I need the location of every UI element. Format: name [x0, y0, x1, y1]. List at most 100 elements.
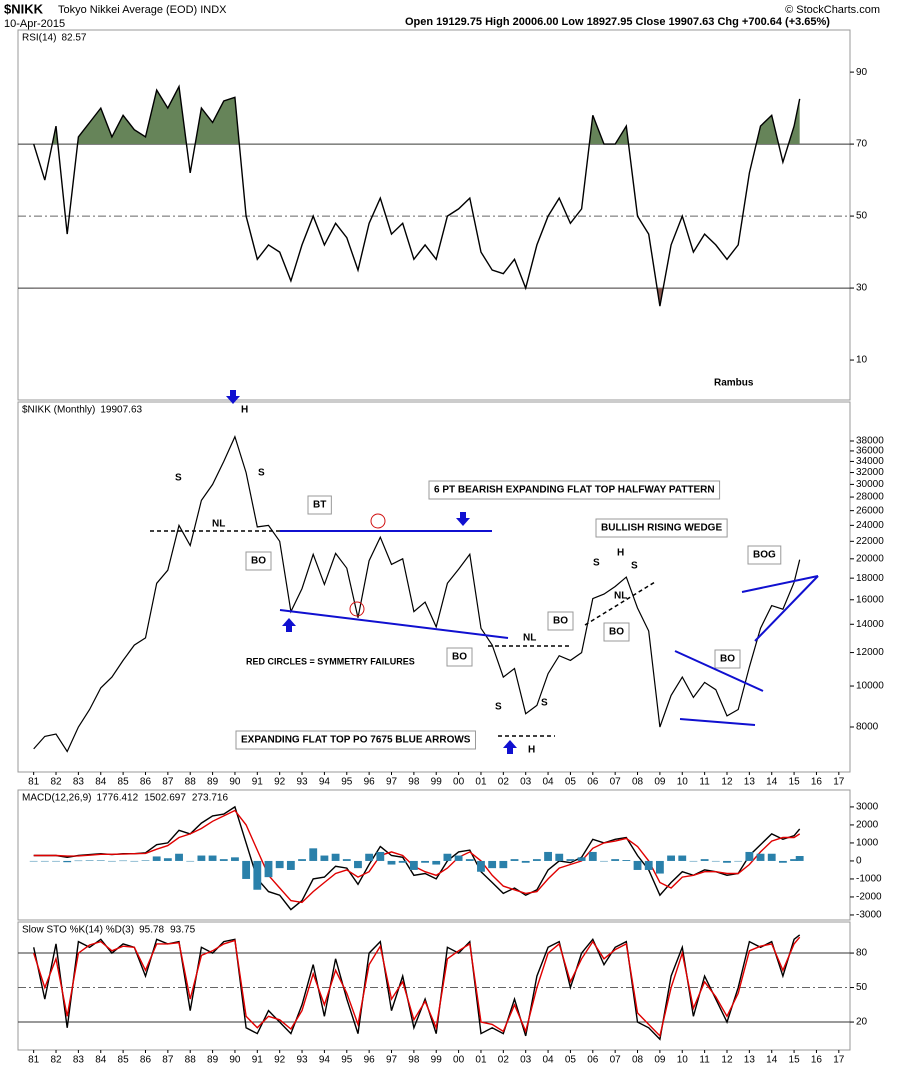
y-tick-label: 32000: [856, 467, 884, 478]
x-tick-label: 07: [610, 777, 622, 788]
x-tick-label: 00: [453, 1055, 465, 1066]
x-tick-label: 90: [229, 1055, 241, 1066]
series-line: [33, 435, 801, 753]
histogram-bar: [734, 860, 743, 862]
histogram-bar: [421, 860, 429, 863]
histogram-bar: [477, 860, 485, 872]
x-tick-label: 10: [677, 777, 689, 788]
x-tick-label: 99: [431, 1055, 443, 1066]
x-tick-label: 14: [766, 777, 778, 788]
series-line: [33, 934, 801, 1041]
y-tick-label: -3000: [856, 910, 882, 921]
pattern-label: BO: [251, 556, 266, 567]
x-tick-label: 82: [50, 1055, 62, 1066]
y-tick-label: 80: [856, 948, 868, 959]
x-tick-label: 81: [28, 777, 40, 788]
x-tick-label: 93: [296, 1055, 308, 1066]
x-tick-label: 84: [95, 1055, 107, 1066]
x-tick-label: 83: [73, 777, 85, 788]
histogram-bar: [320, 855, 329, 861]
y-tick-label: 3000: [856, 802, 879, 813]
histogram-bar: [354, 860, 362, 869]
y-tick-label: 26000: [856, 505, 884, 516]
histogram-bar: [622, 860, 631, 861]
threshold-fill: [52, 86, 800, 145]
x-tick-label: 08: [632, 1055, 644, 1066]
last-value: 82.57: [61, 33, 86, 44]
x-tick-label: 96: [364, 1055, 376, 1066]
panel-title: Slow STO %K(14) %D(3): [22, 925, 134, 936]
histogram-bar: [52, 860, 60, 862]
histogram-bar: [286, 860, 295, 870]
x-tick-label: 86: [140, 777, 152, 788]
last-value: 93.75: [170, 925, 195, 936]
histogram-bar: [130, 860, 139, 862]
label-box: [595, 518, 728, 538]
y-tick-label: 22000: [856, 536, 884, 547]
histogram-bar: [309, 848, 318, 861]
last-value: 1776.412: [96, 793, 138, 804]
histogram-bar: [108, 860, 116, 862]
x-tick-label: 06: [587, 1055, 599, 1066]
x-tick-label: 85: [118, 1055, 130, 1066]
histogram-bar: [465, 859, 474, 861]
x-tick-label: 12: [721, 1055, 733, 1066]
histogram-bar: [723, 860, 731, 863]
histogram-bar: [152, 856, 161, 861]
series-line: [33, 809, 801, 904]
pattern-line: [679, 718, 756, 726]
y-tick-label: 20000: [856, 553, 884, 564]
y-tick-label: 24000: [856, 520, 884, 531]
y-tick-label: 12000: [856, 647, 884, 658]
date: 10-Apr-2015: [4, 18, 65, 30]
symbol: $NIKK: [4, 1, 44, 16]
pattern-line: [584, 581, 656, 626]
panel-title: $NIKK (Monthly): [22, 405, 95, 416]
x-tick-label: 16: [811, 777, 823, 788]
instrument-name: Tokyo Nikkei Average (EOD) INDX: [58, 4, 227, 16]
histogram-bar: [63, 860, 72, 863]
histogram-bar: [298, 859, 306, 861]
x-tick-label: 99: [431, 777, 443, 788]
histogram-bar: [331, 853, 340, 861]
x-tick-label: 14: [766, 1055, 778, 1066]
y-tick-label: 8000: [856, 722, 879, 733]
y-tick-label: 0: [856, 856, 862, 867]
pattern-label: BO: [553, 616, 568, 627]
chart-annotation: S: [495, 702, 502, 713]
blue-arrow: [226, 390, 240, 404]
x-tick-label: 85: [118, 777, 130, 788]
pattern-label: BO: [720, 654, 735, 665]
y-tick-label: 14000: [856, 619, 884, 630]
histogram-bar: [510, 859, 519, 861]
histogram-bar: [186, 860, 195, 862]
chart-annotation: NL: [614, 591, 627, 602]
histogram-bar: [219, 859, 228, 861]
x-tick-label: 91: [252, 1055, 264, 1066]
label-box: [235, 730, 476, 750]
histogram-bar: [85, 860, 94, 861]
chart-annotation: NL: [212, 519, 225, 530]
chart-annotation: S: [541, 698, 548, 709]
x-tick-label: 17: [833, 1055, 845, 1066]
y-tick-label: 34000: [856, 456, 884, 467]
histogram-bar: [409, 860, 418, 870]
histogram-bar: [756, 853, 765, 861]
histogram-bar: [253, 860, 262, 890]
histogram-bar: [242, 860, 251, 879]
histogram-bar: [432, 860, 441, 865]
x-tick-label: 91: [252, 777, 264, 788]
histogram-bar: [175, 853, 183, 861]
histogram-bar: [689, 860, 698, 862]
histogram-bar: [745, 851, 754, 861]
symmetry-circle: [349, 601, 365, 617]
y-tick-label: 10000: [856, 681, 884, 692]
pattern-label: BULLISH RISING WEDGE: [601, 523, 722, 534]
y-tick-label: -1000: [856, 874, 882, 885]
histogram-bar: [566, 859, 575, 861]
x-tick-label: 07: [610, 1055, 622, 1066]
histogram-bar: [96, 860, 105, 861]
chart-annotation: Rambus: [714, 378, 754, 389]
x-tick-label: 08: [632, 777, 644, 788]
